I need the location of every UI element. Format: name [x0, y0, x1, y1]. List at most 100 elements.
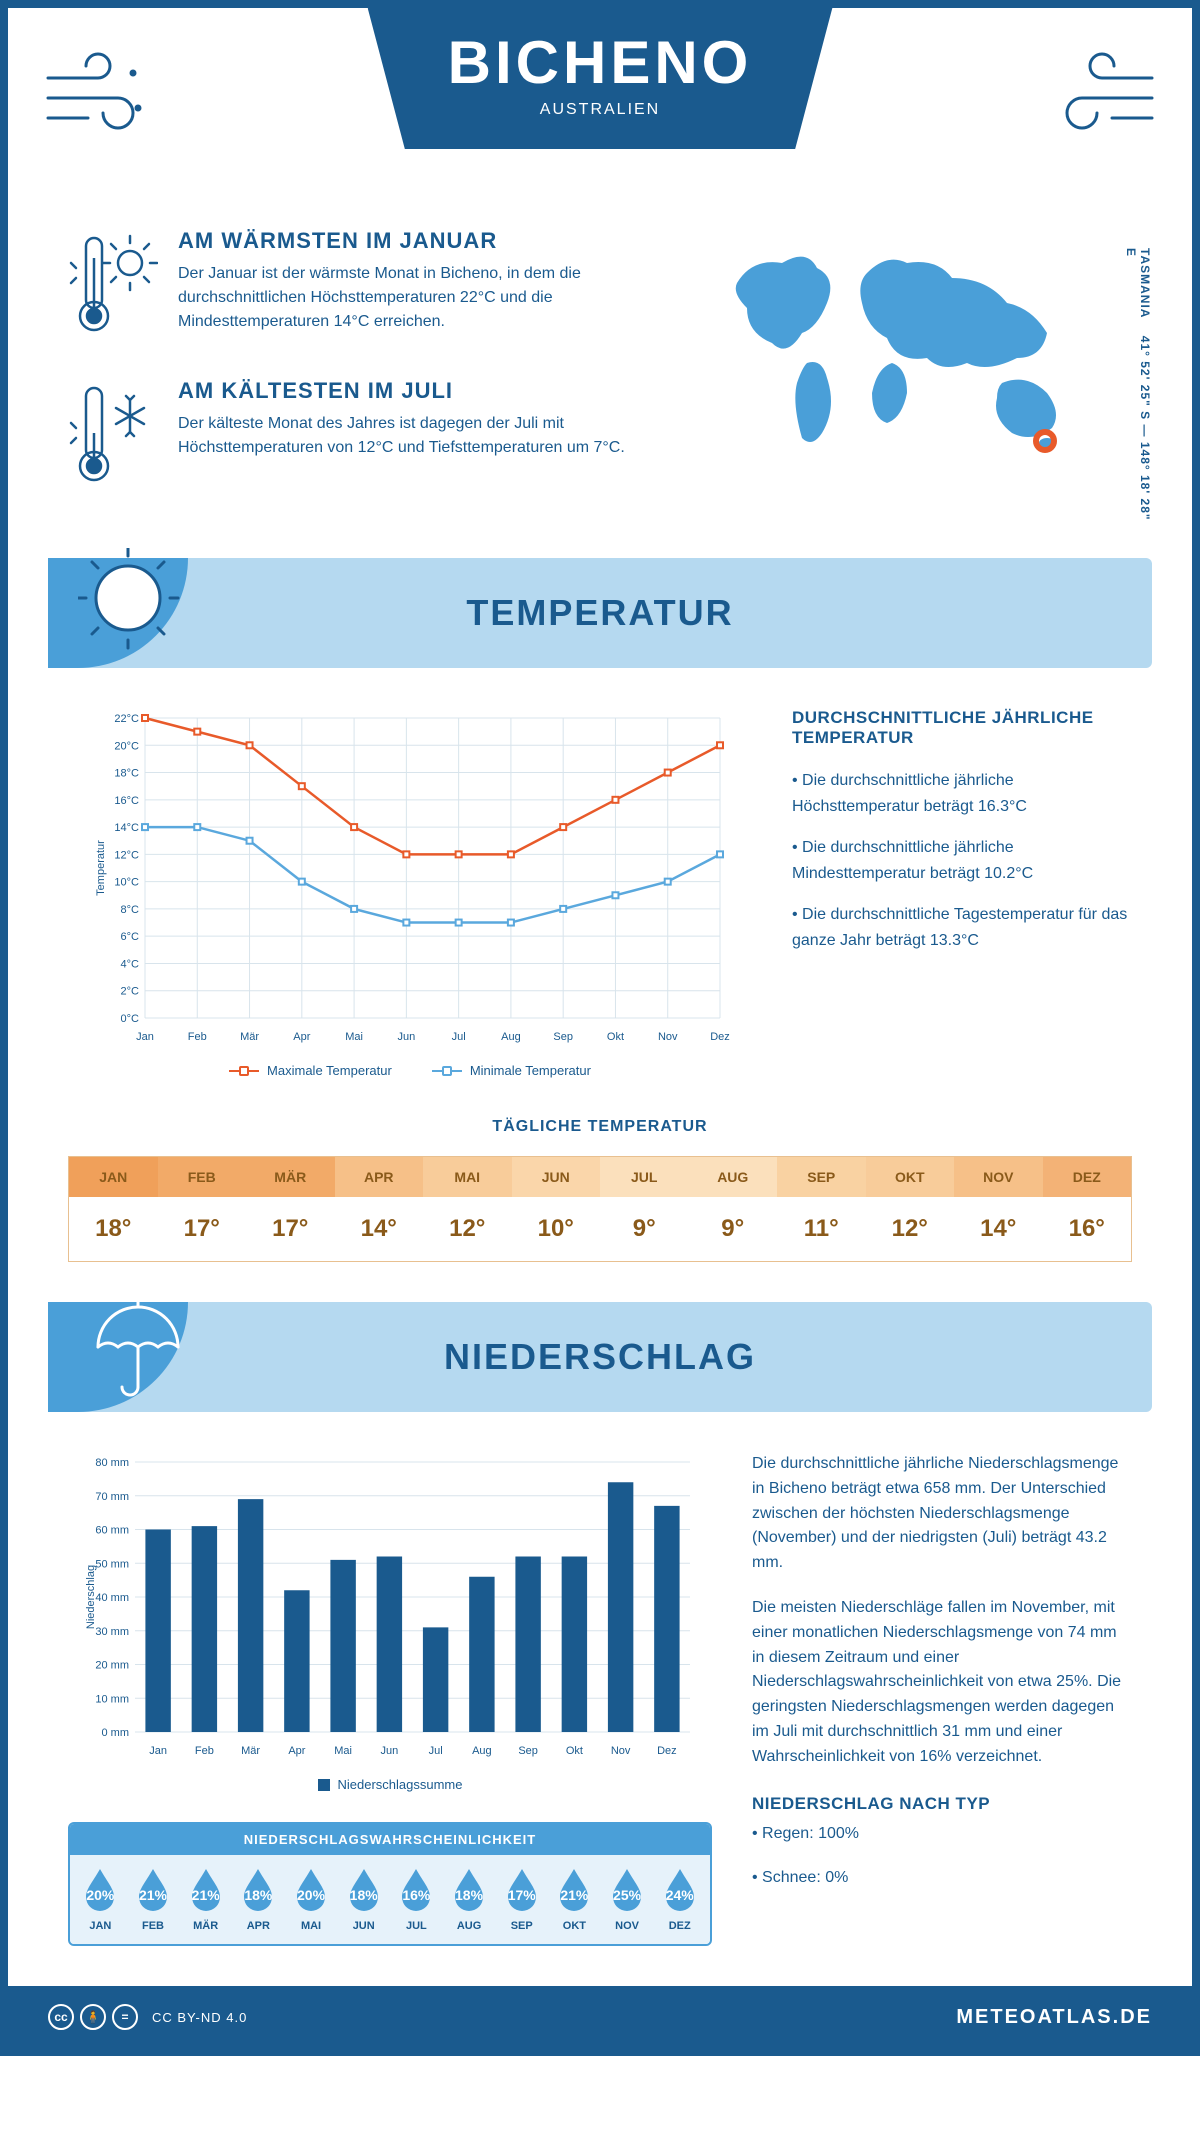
svg-text:10 mm: 10 mm [95, 1693, 129, 1705]
wind-icon-left [38, 48, 168, 153]
temp-value: 9° [600, 1197, 689, 1261]
page-subtitle: AUSTRALIEN [448, 101, 753, 119]
prob-item: 18% JUN [337, 1867, 390, 1932]
legend-max-label: Maximale Temperatur [267, 1063, 392, 1078]
svg-text:Nov: Nov [611, 1745, 631, 1757]
svg-text:Jan: Jan [136, 1031, 154, 1043]
temp-bullet-3: • Die durchschnittliche Tagestemperatur … [792, 902, 1132, 953]
temp-col: JUL9° [600, 1157, 689, 1261]
cold-body: Der kälteste Monat des Jahres ist dagege… [178, 412, 672, 460]
svg-text:Dez: Dez [657, 1745, 677, 1757]
drop-icon: 20% [285, 1867, 338, 1916]
warm-block: AM WÄRMSTEN IM JANUAR Der Januar ist der… [68, 228, 672, 343]
temp-month: MAI [423, 1157, 512, 1197]
prob-value: 21% [127, 1887, 180, 1903]
drop-icon: 18% [232, 1867, 285, 1916]
cold-block: AM KÄLTESTEN IM JULI Der kälteste Monat … [68, 378, 672, 493]
svg-text:Aug: Aug [472, 1745, 492, 1757]
temp-col: JUN10° [512, 1157, 601, 1261]
svg-text:14°C: 14°C [114, 822, 139, 834]
svg-text:Jul: Jul [452, 1031, 466, 1043]
svg-text:12°C: 12°C [114, 849, 139, 861]
prob-value: 17% [495, 1887, 548, 1903]
prob-value: 20% [285, 1887, 338, 1903]
prob-item: 24% DEZ [653, 1867, 706, 1932]
page: BICHENO AUSTRALIEN AM WÄRMSTEN IM JA [0, 0, 1200, 2056]
temp-month: DEZ [1043, 1157, 1132, 1197]
temp-value: 17° [246, 1197, 335, 1261]
probability-row: 20% JAN 21% FEB 21% MÄR 18% APR 20% MAI … [70, 1855, 710, 1944]
world-map-icon [712, 228, 1132, 473]
title-banner: BICHENO AUSTRALIEN [368, 8, 833, 149]
drop-icon: 16% [390, 1867, 443, 1916]
svg-text:Jun: Jun [397, 1031, 415, 1043]
prob-item: 20% JAN [74, 1867, 127, 1932]
prob-month: DEZ [653, 1920, 706, 1932]
legend-min: .legend-item:nth-child(2) .legend-line::… [432, 1063, 591, 1078]
wind-icon-right [1032, 48, 1162, 153]
cc-icon: cc [48, 2004, 74, 2030]
drop-icon: 18% [443, 1867, 496, 1916]
prob-value: 24% [653, 1887, 706, 1903]
temperature-line-chart: 0°C2°C4°C6°C8°C10°C12°C14°C16°C18°C20°C2… [68, 708, 752, 1048]
prob-month: NOV [601, 1920, 654, 1932]
drop-icon: 24% [653, 1867, 706, 1916]
temp-value: 12° [423, 1197, 512, 1261]
nd-icon: = [112, 2004, 138, 2030]
prob-item: 18% AUG [443, 1867, 496, 1932]
temp-col: DEZ16° [1043, 1157, 1132, 1261]
temp-value: 11° [777, 1197, 866, 1261]
temp-col: AUG9° [689, 1157, 778, 1261]
svg-text:Aug: Aug [501, 1031, 521, 1043]
precip-type-title: NIEDERSCHLAG NACH TYP [752, 1794, 1132, 1814]
prob-value: 18% [337, 1887, 390, 1903]
temp-month: FEB [158, 1157, 247, 1197]
prob-item: 20% MAI [285, 1867, 338, 1932]
prob-month: APR [232, 1920, 285, 1932]
daily-temp-table: JAN18°FEB17°MÄR17°APR14°MAI12°JUN10°JUL9… [68, 1156, 1132, 1262]
prob-month: JUL [390, 1920, 443, 1932]
drop-icon: 17% [495, 1867, 548, 1916]
temp-value: 14° [335, 1197, 424, 1261]
prob-month: SEP [495, 1920, 548, 1932]
precipitation-title: NIEDERSCHLAG [444, 1336, 756, 1378]
svg-text:Temperatur: Temperatur [95, 840, 107, 896]
by-icon: 🧍 [80, 2004, 106, 2030]
info-left: AM WÄRMSTEN IM JANUAR Der Januar ist der… [68, 228, 672, 528]
temp-value: 17° [158, 1197, 247, 1261]
probability-title: NIEDERSCHLAGSWAHRSCHEINLICHKEIT [70, 1824, 710, 1855]
prob-value: 21% [179, 1887, 232, 1903]
thermometer-sun-icon [68, 228, 158, 343]
svg-text:Sep: Sep [553, 1031, 573, 1043]
prob-month: AUG [443, 1920, 496, 1932]
temp-chart-area: 0°C2°C4°C6°C8°C10°C12°C14°C16°C18°C20°C2… [68, 708, 752, 1078]
svg-text:Feb: Feb [188, 1031, 207, 1043]
prob-item: 25% NOV [601, 1867, 654, 1932]
cold-heading: AM KÄLTESTEN IM JULI [178, 378, 672, 404]
drop-icon: 21% [179, 1867, 232, 1916]
svg-text:Mai: Mai [334, 1745, 352, 1757]
precip-para-1: Die durchschnittliche jährliche Niedersc… [752, 1452, 1132, 1576]
daily-temp-title: TÄGLICHE TEMPERATUR [68, 1118, 1132, 1136]
temp-month: JAN [69, 1157, 158, 1197]
svg-text:Apr: Apr [288, 1745, 305, 1757]
svg-text:Sep: Sep [518, 1745, 538, 1757]
temp-info: DURCHSCHNITTLICHE JÄHRLICHE TEMPERATUR •… [792, 708, 1132, 1078]
temp-month: APR [335, 1157, 424, 1197]
precip-legend-item: Niederschlagssumme [318, 1777, 463, 1792]
temp-value: 14° [954, 1197, 1043, 1261]
precipitation-bar-chart: 0 mm10 mm20 mm30 mm40 mm50 mm60 mm70 mm8… [68, 1452, 712, 1762]
sun-icon [78, 548, 198, 673]
svg-text:10°C: 10°C [114, 877, 139, 889]
svg-text:Jul: Jul [429, 1745, 443, 1757]
cc-badges: cc 🧍 = [48, 2004, 138, 2030]
prob-value: 16% [390, 1887, 443, 1903]
temp-bullet-2: • Die durchschnittliche jährliche Mindes… [792, 835, 1132, 886]
prob-item: 17% SEP [495, 1867, 548, 1932]
svg-text:60 mm: 60 mm [95, 1525, 129, 1537]
legend-min-label: Minimale Temperatur [470, 1063, 591, 1078]
license-text: CC BY-ND 4.0 [152, 2010, 247, 2025]
svg-text:18°C: 18°C [114, 768, 139, 780]
svg-text:0 mm: 0 mm [102, 1727, 130, 1739]
svg-text:70 mm: 70 mm [95, 1491, 129, 1503]
